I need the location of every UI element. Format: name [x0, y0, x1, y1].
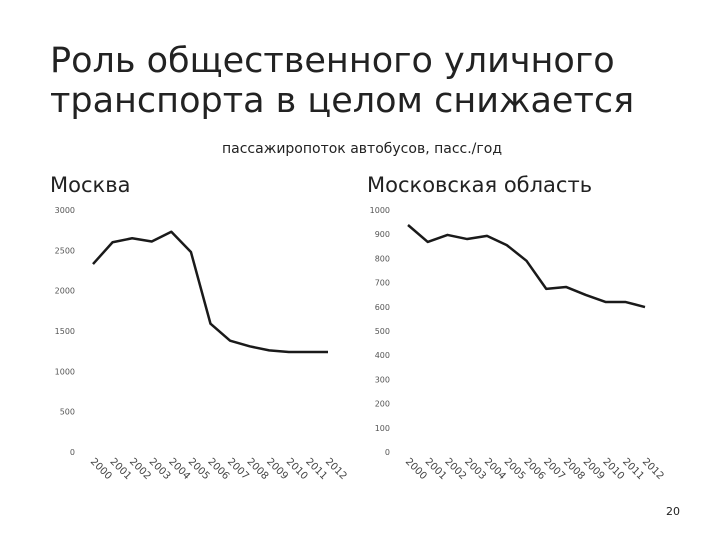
x-tick-label: 2002: [442, 456, 468, 482]
x-tick-label: 2003: [147, 456, 173, 482]
y-tick-label: 200: [375, 400, 390, 409]
y-tick-label: 100: [375, 424, 390, 433]
y-tick-label: 2500: [55, 246, 75, 255]
y-tick-label: 2000: [55, 287, 75, 296]
chart-title: Москва: [50, 173, 130, 197]
y-tick-label: 0: [70, 448, 75, 457]
x-tick-label: 2007: [225, 456, 251, 482]
x-tick-label: 2011: [620, 456, 646, 482]
y-tick-label: 0: [385, 448, 390, 457]
chart-title: Московская область: [367, 173, 592, 197]
x-tick-label: 2008: [561, 456, 587, 482]
y-tick-label: 300: [375, 375, 390, 384]
data-line: [92, 230, 328, 354]
y-tick-label: 500: [60, 408, 75, 417]
x-tick-label: 2010: [284, 456, 310, 482]
x-tick-label: 2012: [323, 456, 349, 482]
x-tick-label: 2002: [127, 456, 153, 482]
x-tick-label: 2005: [502, 456, 528, 482]
page-number: 20: [666, 505, 680, 518]
x-tick-label: 2001: [107, 456, 133, 482]
x-tick-label: 2007: [541, 456, 567, 482]
x-tick-label: 2003: [462, 456, 488, 482]
y-tick-label: 400: [375, 351, 390, 360]
x-tick-label: 2010: [600, 456, 626, 482]
y-tick-label: 600: [375, 303, 390, 312]
x-tick-label: 2001: [423, 456, 449, 482]
x-tick-label: 2005: [186, 456, 212, 482]
x-tick-label: 2004: [482, 456, 508, 482]
y-tick-label: 800: [375, 254, 390, 263]
title-line: Роль общественного уличного: [50, 41, 615, 81]
x-tick-label: 2000: [88, 456, 114, 482]
x-tick-label: 2006: [521, 456, 547, 482]
y-tick-label: 1000: [55, 367, 75, 376]
x-tick-label: 2008: [245, 456, 271, 482]
y-tick-label: 700: [375, 279, 390, 288]
y-tick-label: 500: [375, 327, 390, 336]
x-tick-label: 2004: [166, 456, 192, 482]
x-tick-label: 2000: [403, 456, 429, 482]
y-tick-label: 1000: [370, 206, 390, 215]
x-tick-label: 2012: [640, 456, 666, 482]
data-line: [407, 224, 646, 309]
x-tick-label: 2006: [205, 456, 231, 482]
x-tick-label: 2009: [581, 456, 607, 482]
y-tick-label: 1500: [55, 327, 75, 336]
y-tick-label: 3000: [55, 206, 75, 215]
subtitle: пассажиропоток автобусов, пасс./год: [222, 141, 502, 157]
y-tick-label: 900: [375, 230, 390, 239]
title-line: транспорта в целом снижается: [50, 81, 634, 121]
x-tick-label: 2009: [264, 456, 290, 482]
x-tick-label: 2011: [303, 456, 329, 482]
